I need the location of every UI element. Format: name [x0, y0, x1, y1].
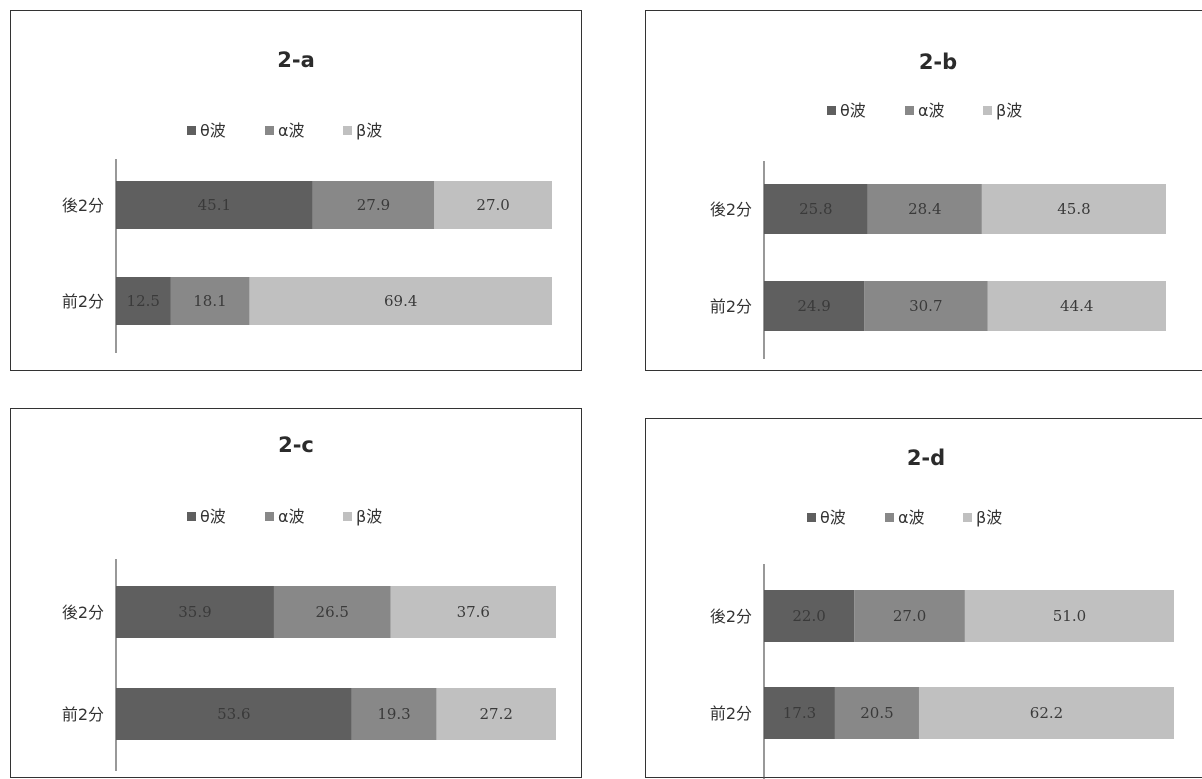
data-label: 22.0	[792, 607, 825, 625]
data-label: 45.8	[1057, 200, 1090, 218]
data-label: 26.5	[316, 603, 349, 621]
data-label: 25.8	[799, 200, 832, 218]
legend-swatch-alpha	[885, 513, 894, 522]
legend-label-alpha: α波	[278, 121, 305, 140]
bar-theta-before	[116, 688, 352, 740]
chart-title: 2-c	[278, 433, 314, 457]
bar-alpha-before	[170, 277, 250, 325]
bar-beta-before	[249, 277, 552, 325]
bar-theta-after	[116, 181, 313, 229]
data-label: 18.1	[193, 292, 226, 310]
category-label: 後2分	[710, 607, 752, 626]
chart-title: 2-a	[277, 48, 315, 72]
data-label: 28.4	[908, 200, 941, 218]
category-label: 前2分	[62, 705, 104, 724]
category-label: 前2分	[62, 292, 104, 311]
bar-beta-after	[981, 184, 1166, 234]
category-label: 後2分	[62, 196, 104, 215]
bar-alpha-after	[867, 184, 982, 234]
legend-swatch-theta	[807, 513, 816, 522]
legend-label-alpha: α波	[898, 508, 925, 527]
data-label: 53.6	[217, 705, 250, 723]
bar-beta-after	[434, 181, 552, 229]
bar-beta-after	[390, 586, 556, 638]
bar-theta-after	[764, 590, 855, 642]
category-label: 後2分	[62, 603, 104, 622]
bar-theta-before	[764, 281, 865, 331]
data-label: 69.4	[384, 292, 417, 310]
chart-title: 2-b	[919, 50, 957, 74]
legend-label-theta: θ波	[200, 507, 226, 526]
bar-theta-after	[116, 586, 274, 638]
bar-beta-before	[987, 281, 1166, 331]
data-label: 12.5	[127, 292, 160, 310]
data-label: 27.9	[357, 196, 390, 214]
bar-alpha-after	[854, 590, 965, 642]
data-label: 44.4	[1060, 297, 1093, 315]
bar-alpha-before	[834, 687, 919, 739]
data-label: 17.3	[783, 704, 816, 722]
data-label: 51.0	[1053, 607, 1086, 625]
data-label: 24.9	[797, 297, 830, 315]
legend-label-alpha: α波	[918, 101, 945, 120]
bar-theta-after	[764, 184, 868, 234]
legend-swatch-beta	[343, 126, 352, 135]
legend-label-alpha: α波	[278, 507, 305, 526]
legend-swatch-theta	[827, 106, 836, 115]
legend-label-beta: β波	[356, 121, 382, 140]
legend-label-beta: β波	[976, 508, 1002, 527]
bar-beta-before	[436, 688, 556, 740]
legend-label-beta: β波	[996, 101, 1022, 120]
bar-theta-before	[764, 687, 835, 739]
data-label: 62.2	[1030, 704, 1063, 722]
bar-beta-after	[964, 590, 1174, 642]
data-label: 20.5	[860, 704, 893, 722]
chart-panel-2c: 2-c θ波 α波 β波後2分 35.9 26.5 37.6 前2分 53.6 19.3 27.2	[10, 408, 582, 778]
category-label: 前2分	[710, 297, 752, 316]
category-label: 前2分	[710, 704, 752, 723]
chart-panel-2d: 2-d θ波 α波 β波後2分 22.0 27.0 51.0 前2分 17.3 20.5 62.2	[645, 418, 1202, 779]
legend-swatch-beta	[963, 513, 972, 522]
data-label: 37.6	[457, 603, 490, 621]
legend-swatch-beta	[343, 512, 352, 521]
legend-label-theta: θ波	[820, 508, 846, 527]
data-label: 19.3	[377, 705, 410, 723]
legend-swatch-beta	[983, 106, 992, 115]
legend-swatch-alpha	[265, 126, 274, 135]
legend-swatch-theta	[187, 126, 196, 135]
chart-panel-2b: 2-b θ波 α波 β波後2分 25.8 28.4 45.8 前2分 24.9 30.7 44.4	[645, 10, 1202, 371]
data-label: 27.2	[480, 705, 513, 723]
data-label: 30.7	[909, 297, 942, 315]
bar-alpha-before	[864, 281, 988, 331]
legend-swatch-theta	[187, 512, 196, 521]
bar-alpha-after	[273, 586, 391, 638]
legend-label-theta: θ波	[840, 101, 866, 120]
bar-theta-before	[116, 277, 171, 325]
data-label: 45.1	[198, 196, 231, 214]
bar-alpha-before	[351, 688, 437, 740]
data-label: 27.0	[476, 196, 509, 214]
legend-label-theta: θ波	[200, 121, 226, 140]
bar-alpha-after	[312, 181, 435, 229]
bar-beta-before	[918, 687, 1174, 739]
legend-swatch-alpha	[905, 106, 914, 115]
category-label: 後2分	[710, 200, 752, 219]
chart-title: 2-d	[907, 446, 945, 470]
data-label: 35.9	[178, 603, 211, 621]
legend-swatch-alpha	[265, 512, 274, 521]
chart-panel-2a: 2-a θ波 α波 β波後2分 45.1 27.9 27.0 前2分 12.5 18.1 69.4	[10, 10, 582, 371]
data-label: 27.0	[893, 607, 926, 625]
legend-label-beta: β波	[356, 507, 382, 526]
